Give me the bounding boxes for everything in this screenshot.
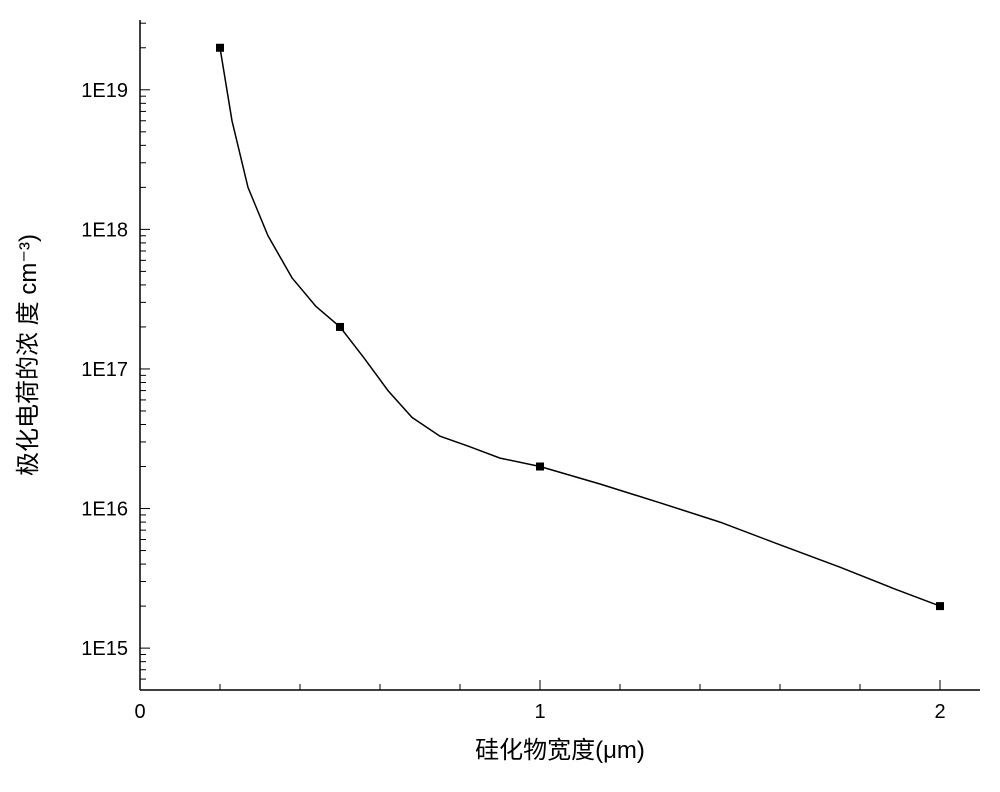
- x-axis-label: 硅化物宽度(μm): [475, 737, 645, 764]
- data-marker: [936, 602, 944, 610]
- data-marker: [216, 44, 224, 52]
- series-line: [220, 48, 940, 606]
- chart-container: 0 1 2 硅化物宽度(μm) 1E15 1E16 1E17 1E18 1E19 极化电荷的浓 度…: [0, 0, 1000, 792]
- y-tick-label: 1E17: [81, 359, 128, 381]
- data-marker: [536, 463, 544, 471]
- y-tick-label: 1E18: [81, 219, 128, 241]
- y-tick-label: 1E19: [81, 80, 128, 102]
- x-tick-label: 1: [534, 701, 545, 723]
- chart-svg: 0 1 2 硅化物宽度(μm) 1E15 1E16 1E17 1E18 1E19 极化电荷的浓 度…: [0, 0, 1000, 792]
- x-tick-label: 0: [134, 701, 145, 723]
- data-marker: [336, 323, 344, 331]
- x-tick-label: 2: [934, 701, 945, 723]
- y-axis-label: 极化电荷的浓 度 cm⁻³): [15, 234, 42, 476]
- y-tick-label: 1E16: [81, 499, 128, 521]
- y-tick-label: 1E15: [81, 638, 128, 660]
